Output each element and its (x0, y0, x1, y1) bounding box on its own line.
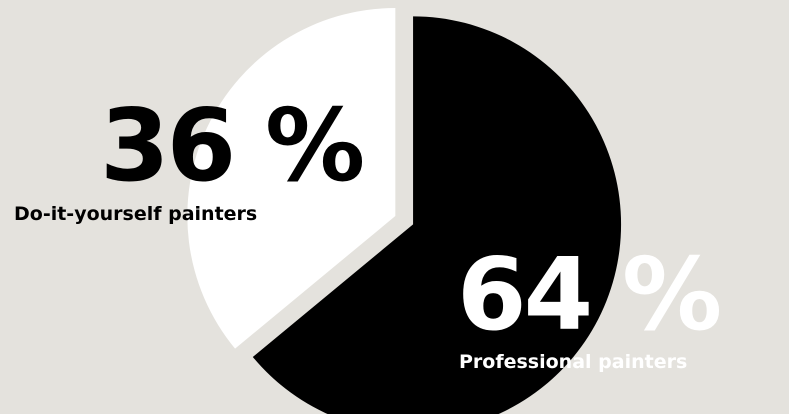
slice-category-label-diy: Do-it-yourself painters (14, 203, 258, 225)
slice-category-label-professional: Professional painters (459, 351, 688, 373)
slice-value-label-diy: 36 % (100, 87, 365, 204)
slice-diy (187, 8, 396, 349)
slice-value-label-professional: 64 % (457, 236, 722, 353)
slice-professional (252, 16, 622, 414)
